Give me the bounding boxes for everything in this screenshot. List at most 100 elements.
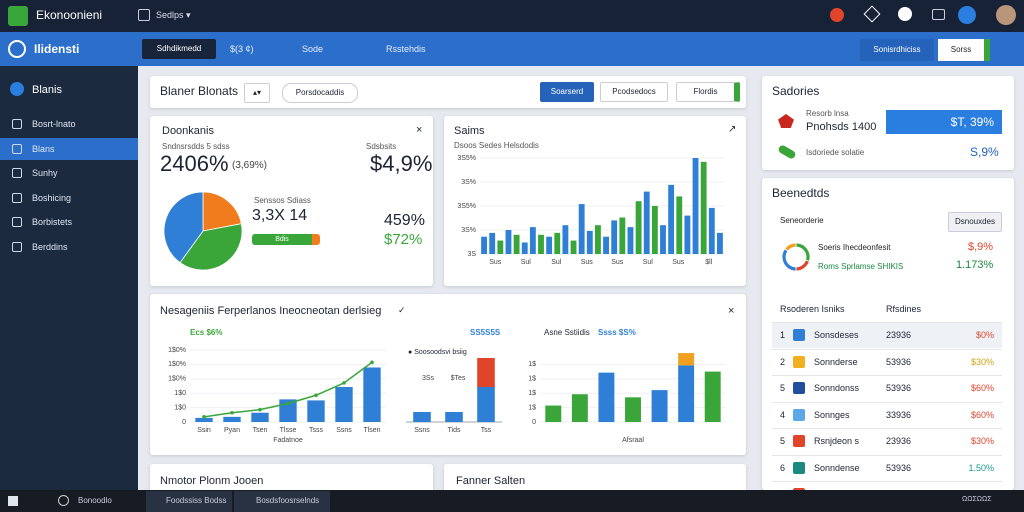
table-row[interactable] bbox=[772, 481, 1002, 507]
brand: Ilidensti bbox=[34, 42, 80, 56]
table-row[interactable] bbox=[772, 348, 1002, 375]
card-title: Fanner Salten bbox=[456, 475, 526, 487]
sidebar-item[interactable]: Boshicing bbox=[32, 192, 72, 203]
card-title: Nesageniis Ferperlanos Ineocneotan derls… bbox=[160, 305, 382, 317]
button[interactable]: Pcodsedocs bbox=[600, 82, 668, 102]
table-row[interactable] bbox=[772, 375, 1002, 401]
caption: Soeris Ihecdeonfesit bbox=[818, 243, 891, 252]
task-item[interactable]: Bonoodlo bbox=[78, 496, 112, 505]
row-pct: $60% bbox=[970, 409, 994, 420]
nav-item[interactable]: Sode bbox=[302, 44, 324, 54]
nav-button[interactable]: Sdhdikmedd bbox=[142, 39, 216, 59]
table-row[interactable] bbox=[772, 322, 1002, 348]
task-bg bbox=[234, 491, 330, 512]
close[interactable]: × bbox=[416, 124, 423, 136]
menu-dropdown[interactable]: Sedlps ▾ bbox=[156, 10, 191, 20]
nav-item[interactable]: $(3 ¢) bbox=[230, 44, 254, 54]
bottom-card bbox=[150, 464, 433, 494]
value: S,9% bbox=[970, 145, 999, 159]
sidebar-title: Blanis bbox=[32, 84, 62, 96]
row-value: 23936 bbox=[886, 330, 912, 340]
notification-icon[interactable] bbox=[830, 8, 844, 22]
caption: Roms Sprlamse SHIKIS bbox=[818, 262, 904, 271]
caption: Seneorderie bbox=[780, 216, 824, 225]
start[interactable] bbox=[8, 496, 18, 506]
table-row[interactable] bbox=[772, 401, 1002, 428]
card-title: Sadories bbox=[772, 84, 820, 98]
table-row[interactable] bbox=[772, 428, 1002, 454]
caption: Sdsbsits bbox=[366, 142, 397, 151]
row-number: 4 bbox=[780, 409, 786, 420]
app-logo bbox=[8, 6, 28, 26]
sidebar-item[interactable]: Blans bbox=[0, 137, 138, 160]
sidebar-item[interactable]: Berddins bbox=[32, 241, 68, 252]
nav-right[interactable]: Sonisrdhiciss bbox=[860, 39, 934, 61]
chat-icon[interactable] bbox=[958, 6, 976, 24]
row-number: 5 bbox=[780, 383, 786, 393]
sidebar-item[interactable]: Borbistets bbox=[32, 217, 73, 227]
value: $,9% bbox=[968, 241, 994, 253]
search-icon[interactable] bbox=[58, 495, 69, 506]
nav-button[interactable]: Sorss bbox=[938, 39, 990, 61]
task-item[interactable]: Foodssiss Bodss bbox=[166, 496, 227, 505]
nav-item[interactable]: Rsstehdis bbox=[386, 44, 426, 54]
app-name: Ekonoonieni bbox=[36, 8, 103, 22]
expand[interactable]: ↗ bbox=[728, 124, 737, 135]
sidebar-icon bbox=[12, 143, 22, 154]
row-icon bbox=[793, 382, 805, 394]
toolbar-title: Blaner Blonats bbox=[160, 84, 239, 98]
row-name: Sonnges bbox=[814, 409, 850, 420]
row-name: Sonndense bbox=[814, 462, 860, 473]
row-value: 53936 bbox=[886, 462, 912, 473]
sidebar-icon bbox=[12, 241, 22, 252]
value: 1.173% bbox=[956, 259, 994, 271]
row-icon bbox=[793, 329, 805, 341]
row-pct: $30% bbox=[970, 356, 994, 367]
row-value: 33936 bbox=[886, 409, 912, 420]
row-number: 5 bbox=[780, 436, 786, 446]
analysis-card bbox=[150, 294, 746, 455]
menu-icon[interactable] bbox=[138, 9, 150, 21]
dropdown[interactable]: ✓ bbox=[398, 305, 406, 315]
caption: Isdoriede solatie bbox=[806, 148, 865, 157]
card-title: Beenedtds bbox=[772, 186, 830, 200]
progress: Bdis bbox=[252, 234, 320, 245]
button[interactable]: Soarserd bbox=[540, 82, 594, 102]
top-bar bbox=[0, 0, 1024, 32]
chart-title: Asne Sstiidis bbox=[544, 328, 590, 337]
task-item[interactable]: Bosdsfoosrselnds bbox=[256, 496, 320, 505]
sidebar-item[interactable]: Sunhy bbox=[32, 168, 58, 178]
sidebar-item[interactable]: Bosrt-lnato bbox=[32, 119, 76, 129]
card-title: Nmotor Plonm Jooen bbox=[160, 475, 264, 487]
row-pct: $30% bbox=[970, 436, 994, 446]
profile-icon[interactable] bbox=[898, 7, 912, 21]
button[interactable]: Flordis bbox=[676, 82, 740, 102]
legend: Ecs $6% bbox=[190, 328, 223, 337]
sidebar-icon bbox=[12, 119, 22, 129]
table-row[interactable] bbox=[772, 454, 1002, 481]
row-number: 6 bbox=[780, 462, 786, 473]
metric: 2406% bbox=[160, 151, 229, 176]
row-icon bbox=[793, 461, 805, 474]
legend: ● Soosoodsvi bsiig bbox=[408, 349, 467, 356]
metric-change: (3,69%) bbox=[232, 160, 268, 171]
row-icon bbox=[793, 435, 805, 447]
row-value: 53936 bbox=[886, 356, 912, 367]
mail-icon[interactable] bbox=[932, 9, 945, 20]
row-icon bbox=[793, 408, 805, 421]
button[interactable]: Dsnouxdes bbox=[948, 212, 1002, 232]
card-title: Doonkanis bbox=[162, 125, 214, 137]
sidebar-icon bbox=[12, 168, 22, 178]
caption: Senssos Sdiass bbox=[254, 196, 311, 205]
sidebar-icon bbox=[10, 82, 24, 96]
row-pct: $0% bbox=[975, 330, 994, 340]
select[interactable]: ▴▾ bbox=[244, 83, 270, 103]
close[interactable]: × bbox=[728, 305, 735, 317]
caption: Sndnsrsdds 5 sdss bbox=[162, 142, 230, 151]
clock: ΩΩΣΩΩΣ bbox=[962, 496, 992, 503]
bottom-card bbox=[444, 464, 746, 494]
row-pct: 1.50% bbox=[968, 462, 994, 473]
chart-title: SS5S5S bbox=[470, 328, 501, 337]
avatar[interactable] bbox=[996, 5, 1016, 25]
search[interactable]: Porsdocaddis bbox=[282, 83, 358, 103]
